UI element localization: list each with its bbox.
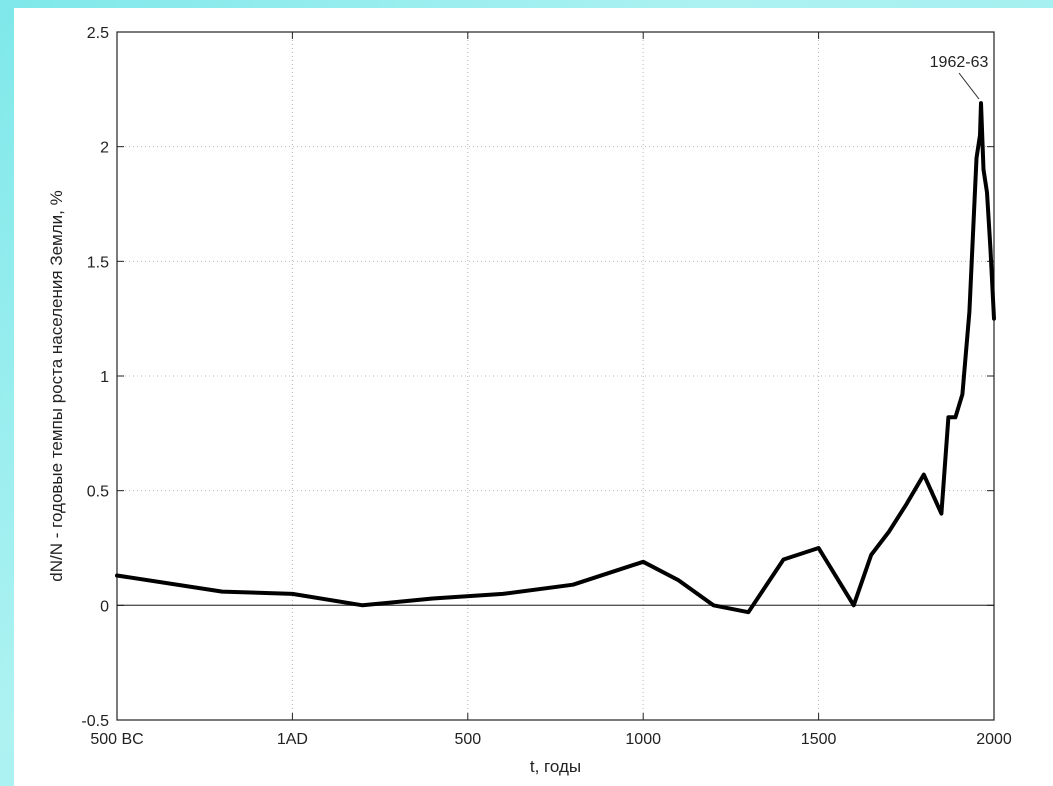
y-tick-label: -0.5 xyxy=(81,713,109,730)
y-tick-label: 0.5 xyxy=(87,484,109,501)
x-tick-label: 500 BC xyxy=(90,731,143,748)
x-tick-label: 1500 xyxy=(801,731,837,748)
x-tick-label: 2000 xyxy=(976,731,1012,748)
line-chart: 500 BC 1AD 500 1000 1500 2000 -0.5 0 0.5 1 1.5 2 2.5… xyxy=(47,25,1012,776)
y-tick-label: 1 xyxy=(100,369,109,386)
x-axis-label: t, годы xyxy=(530,757,581,776)
plot-box xyxy=(116,31,995,721)
x-tick-label: 500 xyxy=(454,731,481,748)
x-tick-label: 1AD xyxy=(277,731,308,748)
chart-frame: 500 BC 1AD 500 1000 1500 2000 -0.5 0 0.5 1 1.5 2 2.5… xyxy=(14,8,1053,786)
data-line xyxy=(115,101,996,615)
y-tick-label: 1.5 xyxy=(87,254,109,271)
y-tick-label: 2.5 xyxy=(87,25,109,42)
y-tick-label: 2 xyxy=(100,140,109,157)
x-tick-label: 1000 xyxy=(625,731,661,748)
annotation-leader xyxy=(958,72,980,100)
y-tick-label: 0 xyxy=(100,598,109,615)
y-axis-label: dN/N - годовые темпы роста населения Зем… xyxy=(47,190,66,581)
annotation-label: 1962-63 xyxy=(930,54,989,71)
